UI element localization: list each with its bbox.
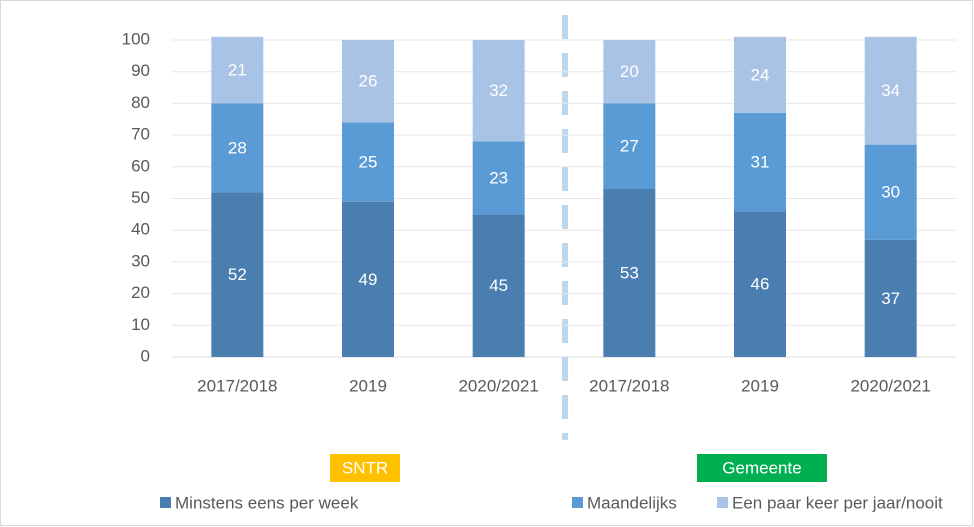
data-label: 52 [228, 265, 247, 284]
bar-segment [472, 40, 525, 142]
y-tick-label: 80 [131, 93, 150, 112]
bar-segment [342, 40, 394, 123]
data-label: 23 [489, 168, 508, 187]
y-tick-label: 50 [131, 188, 150, 207]
y-tick-label: 60 [131, 156, 150, 175]
data-label: 27 [620, 137, 639, 156]
y-tick-label: 30 [131, 251, 150, 270]
bar-segment [472, 214, 525, 357]
y-tick-label: 10 [131, 315, 150, 334]
data-label: 32 [489, 81, 508, 100]
bar-segment [472, 141, 525, 215]
legend-swatch [160, 497, 171, 508]
data-label: 21 [228, 61, 247, 80]
data-label: 46 [751, 275, 770, 294]
data-label: 45 [489, 276, 508, 295]
x-tick-label: 2019 [349, 376, 387, 395]
x-tick-label: 2020/2021 [458, 376, 538, 395]
bar-segment [211, 36, 264, 104]
data-label: 31 [751, 153, 770, 172]
y-tick-label: 100 [122, 29, 150, 48]
x-tick-label: 2017/2018 [589, 376, 669, 395]
y-tick-label: 70 [131, 125, 150, 144]
legend-swatch [717, 497, 728, 508]
data-label: 49 [359, 270, 378, 289]
data-label: 24 [751, 65, 770, 84]
bar-segment [342, 122, 394, 202]
grid [172, 39, 956, 358]
data-label: 30 [881, 183, 900, 202]
data-label: 26 [359, 72, 378, 91]
annotation-text: Gemeente [722, 458, 801, 477]
data-label: 37 [881, 289, 900, 308]
y-tick-label: 0 [141, 346, 150, 365]
bar-segment [342, 201, 394, 357]
bar-segment [603, 188, 656, 357]
bar-segment [603, 40, 656, 104]
bar-segment [211, 192, 264, 357]
legend-label: Maandelijks [587, 493, 677, 512]
legend-swatch [572, 497, 583, 508]
legend-label: Minstens eens per week [175, 493, 359, 512]
bar-segment [734, 211, 786, 357]
x-tick-label: 2019 [741, 376, 779, 395]
data-label: 20 [620, 62, 639, 81]
data-label: 34 [881, 81, 900, 100]
x-tick-label: 2017/2018 [197, 376, 277, 395]
bar-segment [864, 239, 917, 357]
bar-segment [864, 144, 917, 240]
y-tick-label: 90 [131, 61, 150, 80]
bar-segment [211, 103, 264, 193]
y-tick-label: 20 [131, 283, 150, 302]
bar-segment [734, 112, 786, 212]
annotation-text: SNTR [342, 458, 388, 477]
annotation-box [330, 454, 400, 482]
bar-segment [734, 36, 786, 113]
x-tick-label: 2020/2021 [850, 376, 930, 395]
bar-segment [864, 36, 917, 145]
bar-segment [603, 103, 656, 189]
annotation-box [697, 454, 827, 482]
data-label: 53 [620, 263, 639, 282]
y-tick-label: 40 [131, 220, 150, 239]
data-label: 25 [359, 153, 378, 172]
data-label: 28 [228, 138, 247, 157]
legend-label: Een paar keer per jaar/nooit [732, 493, 943, 512]
